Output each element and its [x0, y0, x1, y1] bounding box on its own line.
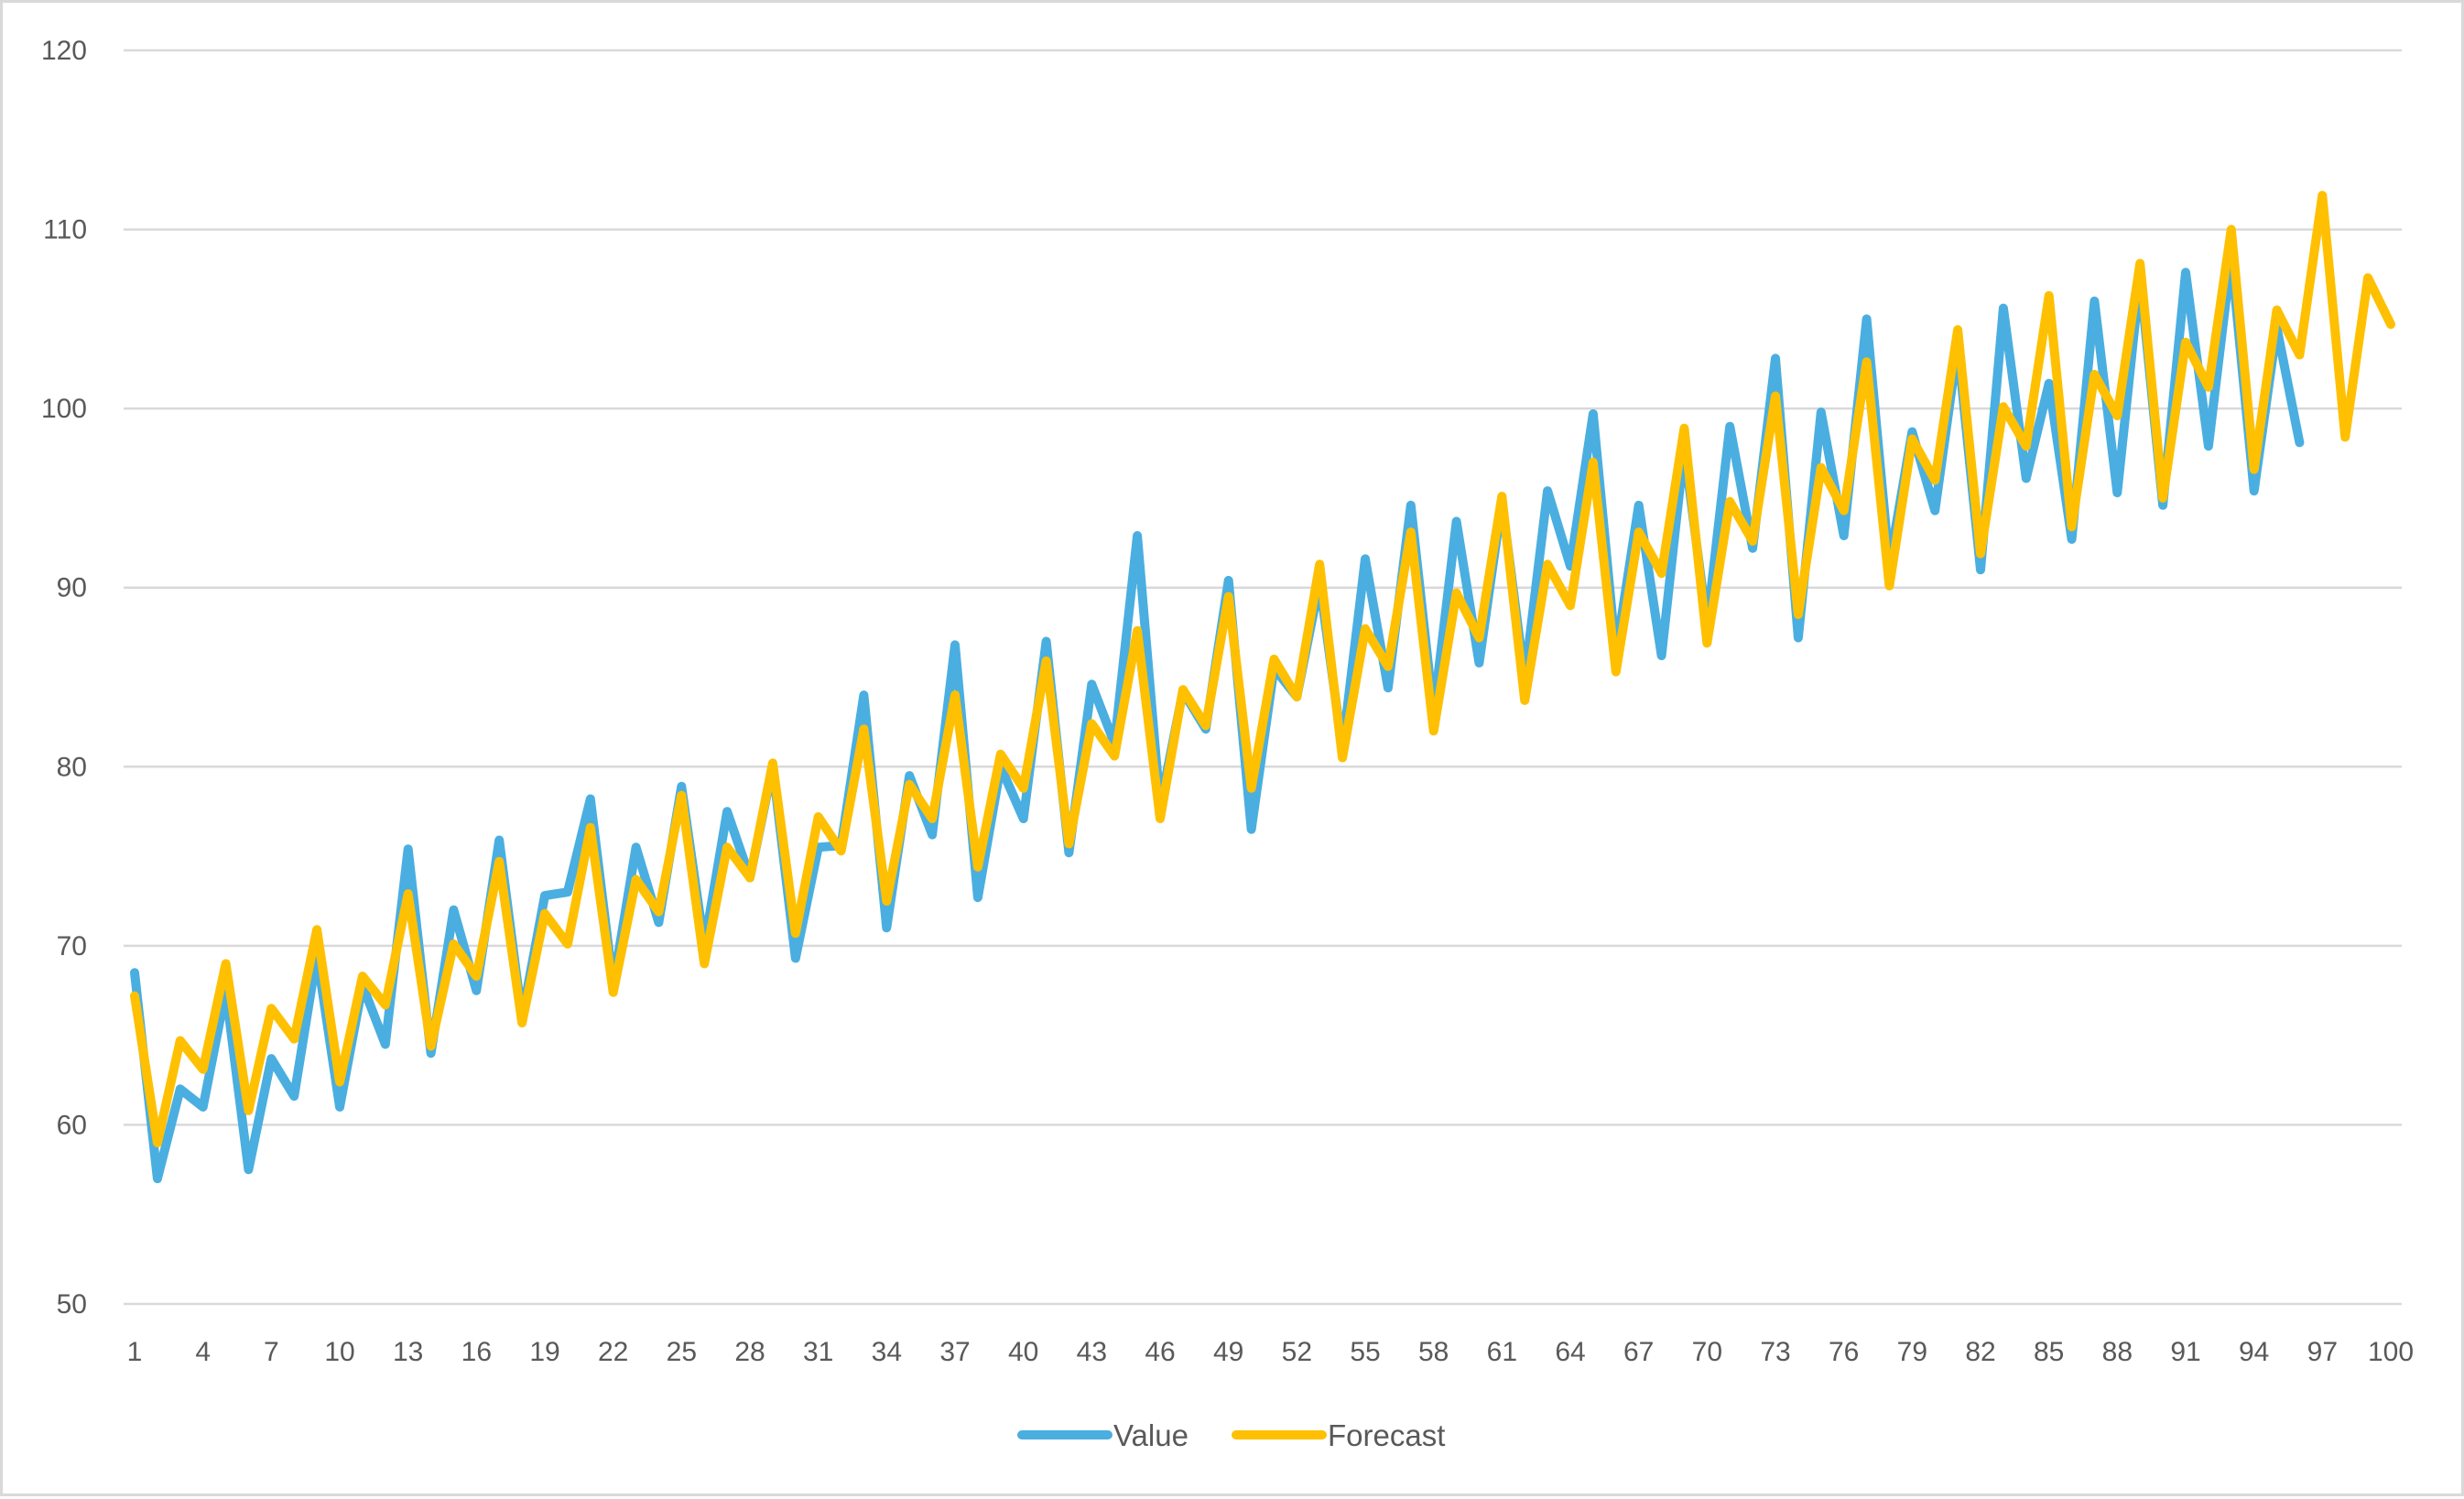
x-tick-label: 58: [1418, 1337, 1449, 1367]
x-tick-label: 4: [195, 1337, 211, 1367]
x-tick-label: 34: [872, 1337, 902, 1367]
y-axis-tick-labels: 50 60 70 80 90 100 110 120: [41, 36, 87, 1320]
line-chart: 50 60 70 80 90 100 110 120 1 4 7 10 13 16 19 22 25 28 31 3…: [41, 36, 2414, 1452]
series-line-value: [130, 251, 2305, 1184]
x-tick-label: 40: [1008, 1337, 1038, 1367]
x-tick-label: 52: [1282, 1337, 1312, 1367]
x-tick-label: 37: [939, 1337, 970, 1367]
series-line-forecast: [130, 190, 2395, 1147]
legend-item-forecast: Forecast: [1232, 1418, 1445, 1452]
y-tick-label: 50: [57, 1289, 87, 1320]
x-tick-label: 85: [2034, 1337, 2064, 1367]
legend: Value Forecast: [1017, 1418, 1445, 1452]
x-tick-label: 55: [1350, 1337, 1380, 1367]
x-tick-label: 100: [2368, 1337, 2414, 1367]
y-tick-label: 80: [57, 752, 87, 782]
series-lines: [130, 190, 2395, 1184]
legend-label: Forecast: [1328, 1418, 1445, 1452]
x-tick-label: 97: [2307, 1337, 2338, 1367]
x-tick-label: 82: [1965, 1337, 1995, 1367]
x-tick-label: 25: [667, 1337, 697, 1367]
x-tick-label: 7: [264, 1337, 279, 1367]
x-tick-label: 43: [1077, 1337, 1107, 1367]
x-tick-label: 91: [2170, 1337, 2200, 1367]
x-axis-tick-labels: 1 4 7 10 13 16 19 22 25 28 31 34 37 40 43 46 49 52 55 58 61 6…: [127, 1337, 2414, 1367]
x-tick-label: 19: [529, 1337, 559, 1367]
legend-item-value: Value: [1017, 1418, 1189, 1452]
x-tick-label: 28: [734, 1337, 765, 1367]
x-tick-label: 70: [1692, 1337, 1722, 1367]
x-tick-label: 22: [598, 1337, 628, 1367]
y-tick-label: 90: [57, 573, 87, 603]
x-tick-label: 46: [1145, 1337, 1175, 1367]
y-tick-label: 110: [43, 215, 87, 245]
x-tick-label: 76: [1829, 1337, 1859, 1367]
y-tick-label: 60: [57, 1110, 87, 1140]
y-tick-label: 70: [57, 931, 87, 961]
x-tick-label: 61: [1487, 1337, 1517, 1367]
x-tick-label: 16: [461, 1337, 492, 1367]
x-tick-label: 88: [2102, 1337, 2133, 1367]
x-tick-label: 31: [803, 1337, 833, 1367]
x-tick-label: 1: [127, 1337, 143, 1367]
x-tick-label: 94: [2239, 1337, 2269, 1367]
x-tick-label: 10: [324, 1337, 354, 1367]
x-tick-label: 79: [1897, 1337, 1927, 1367]
legend-label: Value: [1113, 1418, 1189, 1452]
x-tick-label: 73: [1760, 1337, 1790, 1367]
y-tick-label: 100: [41, 394, 87, 424]
x-tick-label: 49: [1213, 1337, 1243, 1367]
x-tick-label: 13: [393, 1337, 423, 1367]
gridlines: [124, 49, 2402, 1306]
x-tick-label: 64: [1555, 1337, 1585, 1367]
y-tick-label: 120: [41, 36, 87, 66]
x-tick-label: 67: [1623, 1337, 1654, 1367]
